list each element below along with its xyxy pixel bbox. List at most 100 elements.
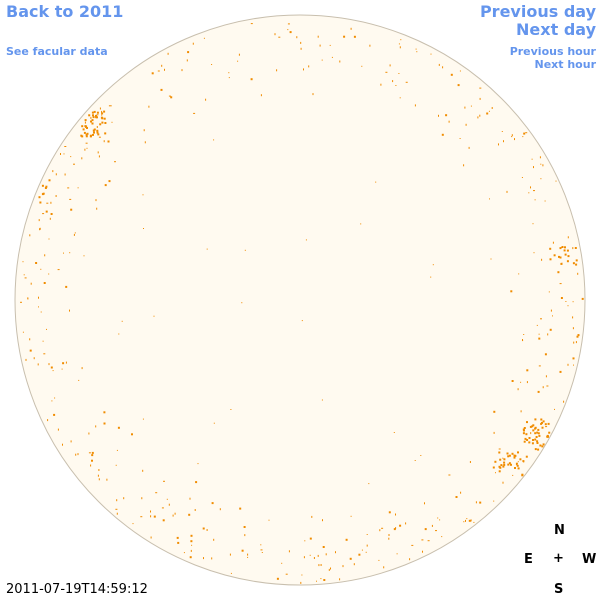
facula-speck [104, 184, 107, 187]
facula-speck [524, 437, 527, 440]
facula-speck [511, 380, 514, 382]
facula-speck [465, 123, 467, 126]
facula-speck [545, 375, 547, 378]
facula-speck [303, 68, 304, 71]
facula-speck [540, 163, 542, 165]
facula-speck [536, 431, 539, 434]
facula-speck [53, 413, 56, 416]
facula-speck [205, 98, 207, 101]
back-to-year-link[interactable]: Back to 2011 [6, 2, 124, 21]
facula-speck [523, 334, 525, 335]
facula-speck [575, 341, 577, 344]
facula-speck [213, 538, 215, 541]
facula-speck [427, 540, 430, 542]
facula-speck [50, 201, 52, 204]
facula-speck [301, 574, 303, 576]
facula-speck [311, 515, 313, 518]
facula-speck [339, 60, 341, 63]
facula-speck [540, 318, 542, 320]
facula-speck [202, 527, 205, 530]
facula-speck [381, 527, 384, 529]
facula-speck [90, 464, 92, 467]
facula-speck [95, 199, 97, 202]
facula-speck [421, 539, 424, 541]
facula-speck [534, 427, 537, 430]
facula-speck [321, 59, 323, 61]
facula-speck [84, 119, 87, 122]
facula-speck [542, 420, 545, 423]
facula-speck [143, 228, 144, 229]
facula-speck [479, 114, 481, 117]
facula-speck [520, 410, 522, 413]
facula-speck [38, 219, 40, 222]
facula-speck [241, 302, 243, 304]
facula-speck [278, 36, 281, 38]
facula-speck [43, 353, 46, 355]
facula-speck [63, 153, 65, 155]
facula-speck [99, 107, 101, 110]
facula-speck [445, 114, 448, 117]
facula-speck [522, 340, 524, 342]
facula-speck [153, 315, 155, 317]
facula-speck [301, 320, 303, 322]
next-day-link[interactable]: Next day [516, 20, 596, 39]
facula-speck [103, 411, 106, 414]
facula-speck [507, 463, 510, 466]
facula-speck [237, 60, 239, 62]
facula-speck [40, 268, 42, 270]
facula-speck [537, 428, 540, 431]
facula-speck [550, 309, 552, 312]
compass-south: S [554, 582, 564, 597]
facula-speck [399, 524, 402, 527]
facula-speck [150, 515, 152, 518]
facula-speck [515, 462, 518, 465]
facula-speck [238, 53, 240, 56]
facula-speck [441, 536, 443, 538]
facula-speck [91, 459, 93, 462]
facula-speck [98, 136, 101, 138]
facula-speck [526, 369, 529, 372]
facula-speck [537, 432, 540, 435]
previous-hour-link[interactable]: Previous hour [509, 45, 596, 58]
facula-speck [576, 335, 579, 338]
facula-speck [459, 70, 461, 72]
facula-speck [55, 195, 57, 197]
facula-speck [405, 522, 407, 525]
facula-speck [260, 94, 262, 97]
facula-speck [24, 277, 27, 279]
facula-speck [39, 228, 41, 231]
facula-speck [533, 252, 535, 254]
facula-speck [349, 557, 352, 560]
facula-speck [84, 148, 86, 151]
facula-speck [57, 269, 60, 271]
compass-west: W [582, 552, 597, 567]
facula-speck [203, 557, 204, 560]
facula-speck [45, 185, 48, 188]
facula-speck [501, 131, 503, 132]
facula-speck [60, 153, 61, 155]
facula-speck [475, 501, 477, 504]
faculae-layer [20, 23, 584, 584]
facular-data-link[interactable]: See facular data [6, 45, 108, 58]
facula-speck [388, 537, 390, 540]
facula-speck [93, 110, 96, 113]
facula-speck [92, 133, 94, 136]
facula-speck [63, 252, 64, 254]
facula-speck [160, 88, 163, 91]
previous-day-link[interactable]: Previous day [479, 2, 596, 21]
facula-speck [304, 540, 306, 542]
facula-speck [38, 306, 39, 308]
facula-speck [567, 236, 569, 239]
facula-speck [44, 254, 46, 257]
facula-speck [498, 448, 501, 450]
facula-speck [114, 161, 116, 163]
facula-speck [317, 35, 319, 38]
facula-speck [414, 104, 416, 107]
facula-speck [230, 409, 232, 410]
facula-speck [157, 70, 160, 72]
facula-speck [572, 316, 574, 319]
facula-speck [537, 390, 540, 393]
facula-speck [91, 451, 94, 454]
facula-speck [523, 440, 526, 443]
next-hour-link[interactable]: Next hour [534, 58, 597, 71]
